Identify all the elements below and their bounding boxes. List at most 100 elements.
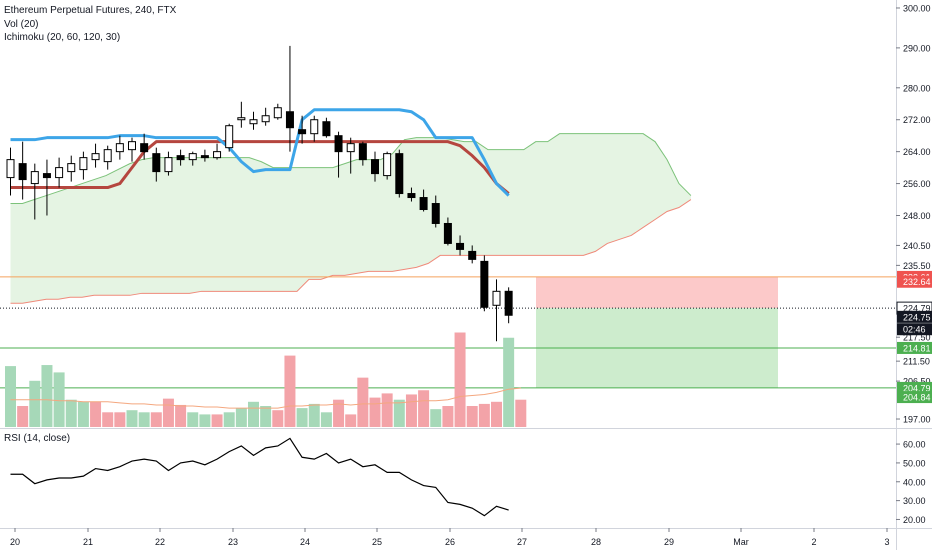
candle-body-down (443, 222, 452, 244)
rsi-pane[interactable] (10, 437, 509, 517)
volume-bar (175, 404, 187, 427)
candle (115, 135, 124, 160)
candle-body-up (273, 107, 282, 119)
candle (310, 115, 319, 142)
candle-body-up (103, 149, 112, 163)
candle (334, 131, 343, 178)
senkou-span-b (10, 199, 692, 304)
price-tick-label: 272.00 (903, 115, 931, 125)
countdown-badge-box (897, 323, 932, 336)
price-tick-label: 290.00 (903, 43, 931, 53)
time-tick-label: 3 (884, 537, 889, 547)
stop-loss-zone (536, 276, 778, 309)
target2-price-badge-label: 204.79 (903, 383, 931, 393)
volume-bar (126, 410, 138, 427)
rsi-tick-label: 20.00 (903, 515, 926, 525)
volume-bar (223, 412, 235, 427)
candle-body-up (188, 153, 197, 161)
ichimoku-legend[interactable]: Ichimoku (20, 60, 120, 30) (4, 32, 121, 43)
candle (128, 137, 136, 162)
candle (431, 195, 440, 228)
volume-price-badge-box (897, 391, 932, 404)
time-tick-label: 28 (591, 537, 601, 547)
ichimoku-price-badge-box (897, 275, 932, 288)
time-tick-label: 25 (372, 537, 382, 547)
candle (152, 147, 161, 182)
volume-ma-line (10, 387, 521, 409)
price-tick-label: 206.50 (903, 377, 931, 387)
volume-bar (442, 406, 454, 427)
candle (91, 143, 100, 168)
volume-bar (345, 414, 357, 427)
candle (504, 287, 513, 324)
candle (480, 255, 489, 312)
volume-bar (478, 403, 490, 427)
candle-body-up (310, 119, 319, 135)
volume-bar (162, 398, 174, 427)
volume-bar (272, 410, 284, 427)
rsi-tick-label: 50.00 (903, 458, 926, 468)
time-tick-label: Mar (733, 537, 749, 547)
last-price-badge: 224.75 (897, 310, 932, 323)
candle-body-down (431, 203, 440, 224)
volume-bar (53, 372, 65, 427)
ichimoku-price-badge-label: 232.64 (903, 277, 931, 287)
price-tick-label: 217.50 (903, 333, 931, 343)
volume-price-badge-label: 204.84 (903, 393, 931, 403)
candle (79, 151, 88, 180)
candlestick-series[interactable] (6, 45, 513, 342)
candle-body-up (30, 171, 39, 185)
volume-bar (418, 390, 430, 427)
volume-bar (454, 332, 466, 427)
candle-body-up (164, 157, 173, 173)
countdown-badge-label: 02:46 (903, 325, 926, 335)
rsi-tick-label: 40.00 (903, 477, 926, 487)
kumo-fill (10, 133, 691, 304)
volume-bar (150, 412, 162, 427)
ichimoku-price-badge: 232.64 (897, 275, 932, 288)
volume-bar (515, 399, 527, 427)
volume-legend[interactable]: Vol (20) (4, 19, 39, 30)
entry-price-badge-label: 224.79 (903, 304, 931, 314)
candle-body-down (419, 197, 428, 211)
candle-body-down (456, 242, 465, 250)
rsi-legend[interactable]: RSI (14, close) (4, 433, 71, 444)
last-price-badge-box (897, 310, 932, 323)
volume-bar (41, 365, 53, 427)
volume-bar (77, 401, 89, 427)
time-tick-label: 27 (517, 537, 527, 547)
volume-bar (29, 380, 41, 427)
candle-body-down (504, 290, 513, 316)
horizontal-levels[interactable] (0, 276, 896, 389)
candle-body-down (358, 143, 367, 161)
candle (30, 163, 39, 220)
volume-bar (260, 406, 272, 427)
symbol-legend[interactable]: Ethereum Perpetual Futures, 240, FTX (4, 5, 177, 16)
candle (419, 189, 428, 212)
candle-body-up (492, 290, 501, 306)
volume-bar (320, 412, 332, 427)
candle-body-up (249, 119, 258, 125)
volume-bar (491, 401, 502, 427)
candle (249, 111, 258, 130)
volume-bar (466, 406, 478, 427)
volume-bar (17, 406, 29, 427)
time-tick-label: 21 (83, 537, 93, 547)
time-tick-label: 29 (664, 537, 674, 547)
candle-body-up (91, 153, 100, 161)
volume-bar (102, 412, 114, 427)
rsi-line (10, 437, 509, 517)
candle-body-down (200, 155, 209, 159)
price-tick-label: 264.00 (903, 147, 931, 157)
candle-body-up (6, 159, 15, 179)
candle (103, 145, 112, 170)
countdown-badge: 02:46 (897, 323, 932, 336)
target2-price-badge-box (897, 381, 932, 394)
long-position-tool[interactable] (536, 276, 778, 388)
rsi-tick-label: 30.00 (903, 496, 926, 506)
candle-body-down (322, 121, 331, 137)
volume-bar (187, 412, 199, 427)
volume-bar (381, 393, 393, 427)
candle-body-up (213, 151, 222, 159)
